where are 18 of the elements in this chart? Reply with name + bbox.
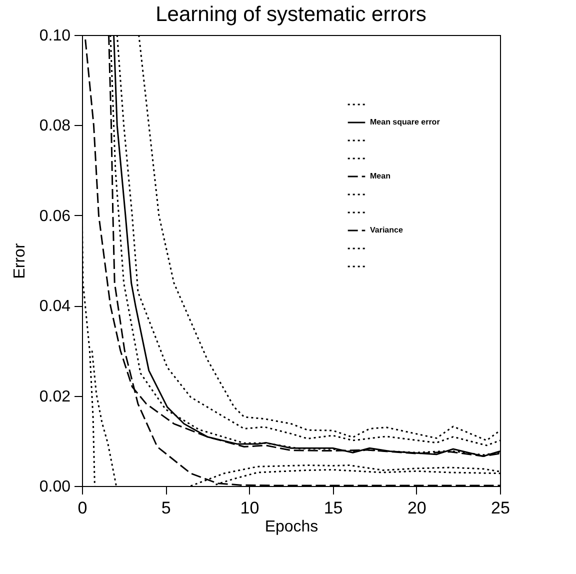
x-tick-label: 25 xyxy=(491,498,510,518)
legend-label: Mean xyxy=(370,172,391,180)
y-tick-label: 0.04 xyxy=(39,298,71,316)
legend-label: Variance xyxy=(370,226,404,234)
x-tick-label: 10 xyxy=(240,498,260,518)
y-tick-label: 0.08 xyxy=(39,118,71,135)
x-tick-label: 20 xyxy=(407,498,426,518)
x-tick-label: 15 xyxy=(324,498,343,518)
chart-title: Learning of systematic errors xyxy=(156,3,426,26)
y-tick-label: 0.10 xyxy=(39,28,71,44)
x-axis-title: Epochs xyxy=(264,518,318,536)
y-tick-label: 0.00 xyxy=(39,478,71,496)
legend-label: Mean square error xyxy=(370,118,440,126)
y-axis-title: Error xyxy=(11,242,28,279)
y-tick-label: 0.06 xyxy=(39,208,71,225)
y-tick-label: 0.02 xyxy=(39,388,71,406)
x-tick-label: 5 xyxy=(161,498,171,518)
x-tick-label: 0 xyxy=(78,498,88,518)
